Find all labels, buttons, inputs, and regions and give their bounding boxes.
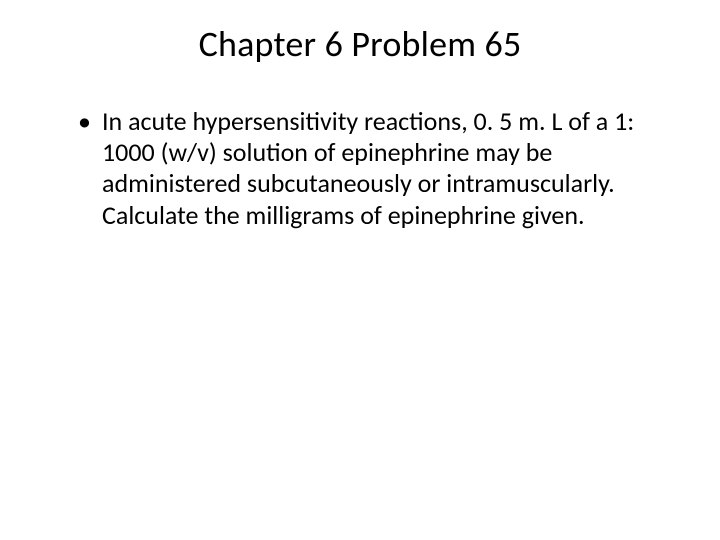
bullet-list: In acute hypersensitivity reactions, 0. … (60, 106, 660, 231)
slide: Chapter 6 Problem 65 In acute hypersensi… (0, 0, 720, 540)
list-item: In acute hypersensitivity reactions, 0. … (78, 106, 660, 231)
slide-title: Chapter 6 Problem 65 (60, 22, 660, 66)
slide-body: In acute hypersensitivity reactions, 0. … (60, 106, 660, 231)
